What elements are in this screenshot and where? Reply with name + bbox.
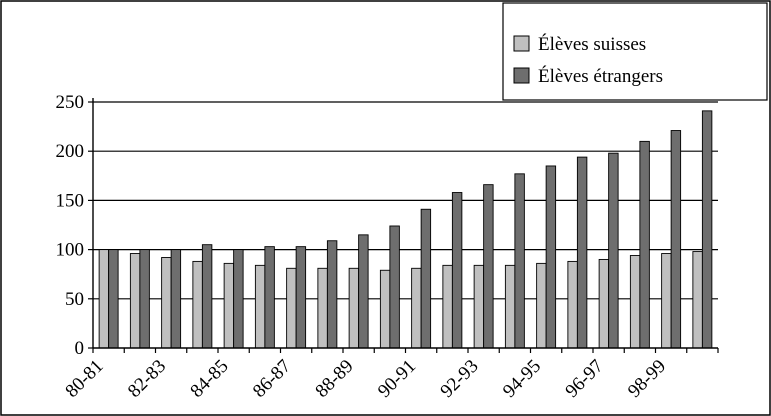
y-tick-label: 0 — [75, 338, 85, 359]
bar-suisses-80-81 — [98, 249, 110, 349]
bar-suisses-99-00 — [692, 251, 703, 349]
bar-suisses-82-83 — [161, 257, 172, 349]
bar-etrangers-96-97 — [608, 152, 619, 349]
bar-etrangers-82-83 — [170, 249, 182, 349]
legend-swatch-eleves-etrangers — [513, 67, 530, 84]
bar-etrangers-97-98 — [639, 140, 650, 349]
y-tick-label: 50 — [65, 289, 84, 310]
bar-suisses-96-97 — [598, 258, 610, 349]
legend-box — [502, 2, 768, 101]
bar-suisses-93-94 — [504, 264, 516, 349]
y-tick-label: 200 — [56, 141, 85, 162]
bar-etrangers-91-92 — [451, 192, 463, 349]
bar-etrangers-81-82 — [139, 249, 150, 349]
legend-label-eleves-etrangers: Élèves étrangers — [538, 65, 663, 87]
bar-suisses-89-90 — [379, 269, 391, 349]
y-axis-ticks: 0 50 100 150 200 250 — [56, 92, 93, 359]
bar-etrangers-85-86 — [264, 246, 275, 349]
y-tick-label: 150 — [56, 190, 85, 211]
bar-etrangers-88-89 — [358, 234, 369, 349]
bar-suisses-97-98 — [629, 255, 641, 349]
bar-etrangers-80-81 — [108, 249, 119, 349]
bar-etrangers-87-88 — [326, 240, 338, 349]
bar-etrangers-89-90 — [389, 225, 400, 349]
legend: Élèves suisses Élèves étrangers — [502, 2, 768, 101]
bar-suisses-85-86 — [254, 264, 266, 349]
bar-etrangers-94-95 — [545, 165, 557, 349]
bar-suisses-92-93 — [473, 264, 485, 349]
bar-suisses-83-84 — [192, 260, 203, 349]
bar-etrangers-99-00 — [701, 110, 713, 349]
bar-etrangers-83-84 — [201, 244, 213, 349]
bar-suisses-86-87 — [286, 267, 297, 349]
bar-etrangers-92-93 — [483, 184, 494, 349]
bar-suisses-94-95 — [536, 262, 547, 349]
bar-suisses-87-88 — [317, 267, 328, 349]
bar-suisses-90-91 — [411, 267, 422, 349]
bar-etrangers-93-94 — [514, 173, 525, 349]
bar-etrangers-86-87 — [295, 246, 307, 349]
y-tick-label: 250 — [56, 92, 85, 113]
legend-swatch-eleves-suisses — [513, 35, 530, 52]
legend-label-eleves-suisses: Élèves suisses — [538, 33, 646, 55]
bar-suisses-88-89 — [348, 267, 360, 349]
bar-etrangers-95-96 — [576, 156, 588, 349]
bar-suisses-84-85 — [223, 262, 235, 349]
bar-etrangers-90-91 — [420, 208, 432, 349]
bar-suisses-95-96 — [567, 260, 578, 349]
bar-etrangers-84-85 — [233, 249, 244, 349]
y-tick-label: 100 — [56, 240, 85, 261]
bars-group — [98, 110, 713, 349]
bar-etrangers-98-99 — [670, 130, 682, 349]
bar-suisses-98-99 — [661, 253, 672, 349]
bar-suisses-91-92 — [442, 264, 453, 349]
bar-suisses-81-82 — [129, 253, 141, 349]
